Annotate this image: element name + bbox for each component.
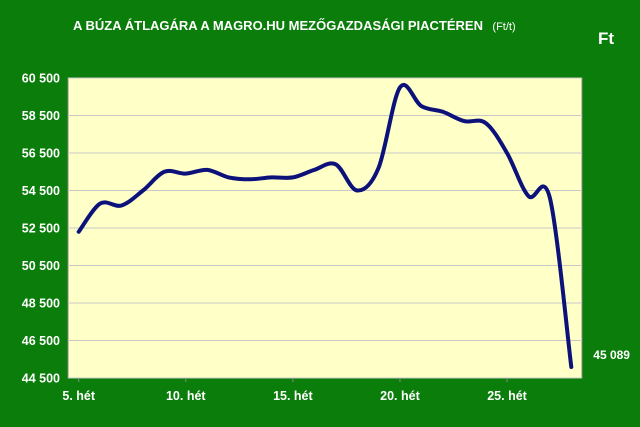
y-tick-label: 54 500	[22, 184, 60, 198]
chart-title-text: A BÚZA ÁTLAGÁRA A MAGRO.HU MEZŐGAZDASÁGI…	[73, 18, 483, 33]
y-tick-label: 52 500	[22, 222, 60, 236]
y-tick-label: 50 500	[22, 259, 60, 273]
x-tick-label: 10. hét	[166, 389, 206, 403]
x-tick-label: 15. hét	[273, 389, 313, 403]
unit-label: Ft	[598, 29, 614, 48]
y-tick-label: 48 500	[22, 297, 60, 311]
x-tick-label: 5. hét	[62, 389, 95, 403]
chart-title-unit: (Ft/t)	[492, 21, 515, 33]
y-tick-label: 60 500	[22, 72, 60, 86]
last-value-annotation: 45 089	[593, 348, 630, 362]
series-line	[76, 83, 574, 369]
y-tick-label: 46 500	[22, 334, 60, 348]
y-axis-ticks: 60 500 58 500 56 500 54 500 52 500 50 500 48 5…	[22, 72, 60, 386]
x-tick-label: 25. hét	[487, 389, 527, 403]
y-tick-label: 44 500	[22, 372, 60, 386]
x-axis-ticks: 5. hét 10. hét 15. hét 20. hét 25. hét	[62, 378, 528, 403]
y-tick-label: 58 500	[22, 109, 60, 123]
x-tick-label: 20. hét	[380, 389, 420, 403]
y-tick-label: 56 500	[22, 147, 60, 161]
chart-title: A BÚZA ÁTLAGÁRA A MAGRO.HU MEZŐGAZDASÁGI…	[73, 17, 516, 34]
grid-lines	[68, 77, 582, 379]
